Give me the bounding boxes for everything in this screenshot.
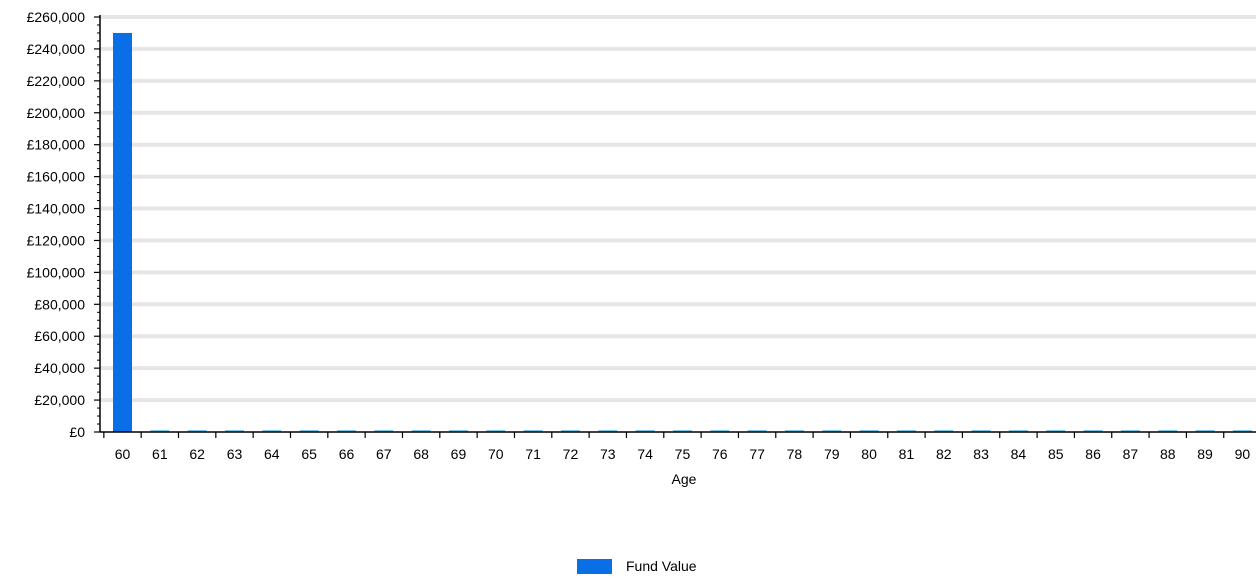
x-tick-label: 90 xyxy=(1235,446,1251,462)
axes xyxy=(99,15,1256,433)
x-tick-label: 87 xyxy=(1123,446,1139,462)
x-tick-label: 78 xyxy=(787,446,803,462)
legend: Fund Value xyxy=(577,558,697,574)
y-tick-label: £100,000 xyxy=(27,264,86,280)
bar-69 xyxy=(448,430,468,432)
bar-71 xyxy=(523,430,543,432)
x-tick-label: 75 xyxy=(675,446,691,462)
y-tick-label: £0 xyxy=(69,424,85,440)
x-tick-label: 68 xyxy=(413,446,429,462)
y-tick-label: £20,000 xyxy=(34,392,85,408)
x-tick-label: 86 xyxy=(1085,446,1101,462)
bar-80 xyxy=(859,430,879,432)
bar-85 xyxy=(1046,430,1066,432)
bar-84 xyxy=(1008,430,1028,432)
bar-87 xyxy=(1120,430,1140,432)
y-tick-label: £220,000 xyxy=(27,73,86,89)
bar-70 xyxy=(486,430,506,432)
x-tick-label: 76 xyxy=(712,446,728,462)
x-tick-label: 64 xyxy=(264,446,280,462)
x-tick-label: 77 xyxy=(749,446,765,462)
x-tick-label: 88 xyxy=(1160,446,1176,462)
bar-77 xyxy=(747,430,767,432)
bar-83 xyxy=(971,430,991,432)
x-tick-label: 63 xyxy=(227,446,243,462)
y-tick-label: £80,000 xyxy=(34,296,85,312)
bar-60 xyxy=(113,32,132,432)
y-tick-label: £120,000 xyxy=(27,232,86,248)
bar-82 xyxy=(934,430,954,432)
bar-65 xyxy=(299,430,319,432)
bar-62 xyxy=(187,430,207,432)
x-tick-label: 83 xyxy=(973,446,989,462)
y-tick-label: £200,000 xyxy=(27,105,86,121)
y-axis-ticks: £0 £20,000 £40,000 £60,000 £80,000 £100,000 £1… xyxy=(27,9,100,440)
bar-81 xyxy=(896,430,916,432)
x-tick-label: 67 xyxy=(376,446,392,462)
y-tick-label: £240,000 xyxy=(27,41,86,57)
x-axis-title: Age xyxy=(672,471,697,487)
y-tick-label: £40,000 xyxy=(34,360,85,376)
y-tick-label: £140,000 xyxy=(27,201,86,217)
bar-72 xyxy=(560,430,580,432)
bar-61 xyxy=(150,430,170,432)
x-tick-label: 66 xyxy=(339,446,355,462)
bar-64 xyxy=(262,430,282,432)
x-tick-label: 69 xyxy=(451,446,467,462)
x-tick-label: 84 xyxy=(1011,446,1027,462)
bar-78 xyxy=(784,430,804,432)
x-tick-label: 60 xyxy=(115,446,131,462)
legend-label-fund-value: Fund Value xyxy=(626,558,697,574)
bar-63 xyxy=(224,430,244,432)
x-tick-label: 85 xyxy=(1048,446,1064,462)
x-tick-label: 72 xyxy=(563,446,579,462)
x-axis-ticks: 60 61 62 63 64 65 66 67 68 69 70 71 72 73 74 75 76 77 78 79… xyxy=(103,432,1251,462)
x-tick-label: 82 xyxy=(936,446,952,462)
bar-66 xyxy=(336,430,356,432)
x-tick-label: 61 xyxy=(152,446,168,462)
x-tick-label: 73 xyxy=(600,446,616,462)
bar-90 xyxy=(1232,430,1252,432)
bar-74 xyxy=(635,430,655,432)
bar-67 xyxy=(374,430,394,432)
y-tick-label: £260,000 xyxy=(27,9,86,25)
bar-76 xyxy=(710,430,730,432)
bar-75 xyxy=(672,430,692,432)
bar-73 xyxy=(598,430,618,432)
x-tick-label: 71 xyxy=(525,446,541,462)
bars xyxy=(113,32,1252,432)
x-tick-label: 74 xyxy=(637,446,653,462)
bar-86 xyxy=(1083,430,1103,432)
bar-89 xyxy=(1195,430,1215,432)
legend-swatch-fund-value xyxy=(577,558,612,574)
bar-79 xyxy=(822,430,842,432)
x-tick-label: 70 xyxy=(488,446,504,462)
x-tick-label: 89 xyxy=(1197,446,1213,462)
y-tick-label: £160,000 xyxy=(27,169,86,185)
grid-lines xyxy=(100,15,1256,403)
x-tick-label: 65 xyxy=(301,446,317,462)
y-tick-label: £180,000 xyxy=(27,137,86,153)
bar-88 xyxy=(1158,430,1178,432)
x-tick-label: 81 xyxy=(899,446,915,462)
y-tick-label: £60,000 xyxy=(34,328,85,344)
x-tick-label: 80 xyxy=(861,446,877,462)
x-tick-label: 62 xyxy=(189,446,205,462)
x-tick-label: 79 xyxy=(824,446,840,462)
bar-68 xyxy=(411,430,431,432)
